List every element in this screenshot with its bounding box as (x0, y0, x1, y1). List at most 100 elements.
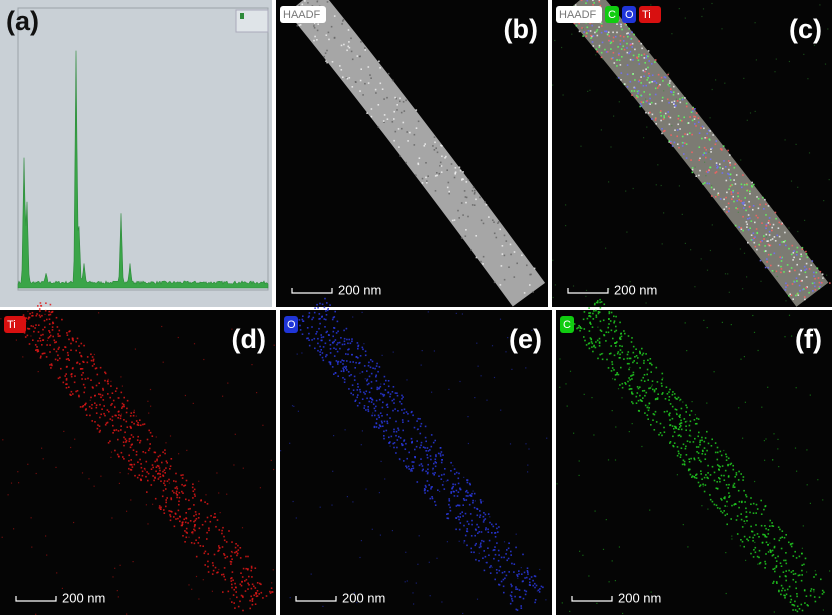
background-speck (643, 137, 645, 139)
signal-speck (223, 567, 226, 569)
signal-speck (87, 377, 89, 380)
signal-speck (471, 492, 473, 495)
signal-speck (387, 385, 390, 388)
signal-speck (733, 503, 735, 506)
signal-speck (385, 404, 388, 406)
signal-speck (346, 360, 348, 362)
signal-speck (446, 186, 449, 189)
signal-speck (33, 330, 35, 333)
signal-speck (250, 569, 252, 572)
background-speck (486, 399, 488, 401)
signal-speck (507, 557, 510, 560)
signal-speck (23, 332, 26, 334)
signal-speck (590, 34, 592, 37)
signal-speck (470, 249, 472, 251)
signal-speck (28, 328, 31, 330)
signal-speck (806, 256, 809, 259)
background-speck (616, 77, 618, 79)
signal-speck (806, 604, 809, 606)
background-speck (445, 480, 447, 482)
signal-speck (668, 399, 670, 401)
signal-speck (598, 337, 601, 340)
signal-speck (480, 219, 483, 222)
signal-speck (628, 357, 631, 360)
background-speck (765, 438, 767, 440)
signal-speck (676, 413, 678, 416)
signal-speck (800, 255, 803, 257)
signal-speck (647, 55, 649, 58)
signal-speck (780, 223, 783, 225)
signal-speck (38, 337, 41, 340)
signal-speck (106, 380, 109, 383)
signal-speck (435, 454, 437, 456)
signal-speck (258, 593, 260, 595)
signal-speck (469, 513, 472, 515)
signal-speck (208, 529, 210, 532)
signal-speck (759, 259, 762, 262)
signal-speck (649, 387, 652, 389)
signal-speck (329, 361, 332, 364)
signal-speck (348, 77, 351, 79)
signal-speck (58, 329, 61, 332)
signal-speck (65, 358, 68, 361)
signal-speck (401, 443, 403, 445)
signal-speck (647, 418, 649, 420)
signal-speck (391, 399, 394, 402)
signal-speck (619, 345, 621, 347)
signal-speck (177, 517, 179, 520)
background-speck (593, 434, 595, 436)
signal-speck (301, 333, 304, 335)
background-speck (218, 568, 220, 571)
signal-speck (374, 410, 377, 412)
signal-speck (620, 366, 622, 369)
signal-speck (465, 499, 468, 501)
signal-speck (471, 519, 473, 522)
signal-speck (773, 236, 776, 238)
signal-speck (712, 134, 714, 136)
signal-speck (685, 105, 688, 108)
signal-speck (770, 551, 772, 553)
signal-speck (528, 584, 531, 586)
signal-speck (173, 480, 175, 482)
background-speck (361, 311, 363, 313)
signal-speck (162, 489, 165, 492)
signal-speck (777, 555, 779, 558)
signal-speck (523, 589, 526, 592)
signal-speck (696, 451, 698, 453)
signal-speck (758, 536, 760, 538)
signal-speck (736, 208, 739, 210)
background-speck (111, 517, 113, 519)
background-speck (754, 22, 756, 24)
signal-speck (679, 119, 682, 122)
background-speck (420, 364, 422, 366)
signal-speck (169, 515, 172, 518)
signal-speck (723, 208, 725, 210)
signal-speck (633, 360, 635, 362)
signal-speck (801, 609, 804, 612)
signal-speck (710, 148, 712, 150)
signal-speck (123, 419, 125, 421)
signal-speck (120, 429, 122, 431)
signal-speck (85, 408, 87, 410)
signal-speck (434, 461, 437, 463)
signal-speck (175, 480, 177, 483)
signal-speck (583, 328, 586, 330)
signal-speck (649, 362, 651, 365)
signal-speck (677, 143, 679, 145)
signal-speck (660, 119, 662, 122)
signal-speck (345, 327, 348, 330)
signal-speck (211, 562, 214, 564)
signal-speck (105, 422, 108, 424)
signal-speck (612, 31, 614, 34)
signal-speck (751, 186, 753, 188)
signal-speck (598, 26, 600, 28)
signal-speck (64, 375, 66, 377)
signal-speck (145, 460, 148, 463)
signal-speck (765, 227, 767, 230)
background-speck (788, 314, 791, 316)
signal-speck (530, 273, 532, 276)
signal-speck (667, 83, 669, 86)
signal-speck (746, 189, 748, 192)
background-speck (118, 482, 120, 484)
signal-speck (446, 169, 448, 171)
